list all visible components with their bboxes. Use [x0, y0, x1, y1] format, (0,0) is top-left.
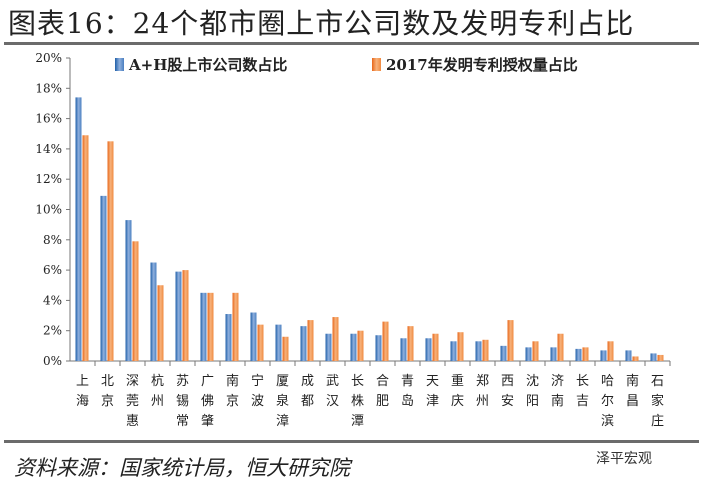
bar-listed-杭州	[150, 262, 157, 361]
bar-patent-宁波	[257, 324, 264, 361]
bar-listed-石家庄	[650, 353, 657, 361]
bar-listed-济南	[550, 347, 557, 361]
y-tick-label: 12%	[35, 172, 62, 186]
x-tick-label: 西安	[501, 374, 514, 409]
x-tick-label: 天津	[426, 374, 439, 409]
bar-chart: 0% 2% 4% 6% 8% 10% 12% 14% 16% 18% 20% 上海北京深莞惠杭州苏锡常…	[35, 51, 671, 429]
bar-listed-青岛	[400, 338, 407, 361]
x-tick-label: 宁波	[251, 373, 264, 409]
bar-patent-上海	[82, 135, 89, 361]
bar-patent-北京	[107, 141, 114, 361]
bar-listed-深莞惠	[125, 220, 132, 361]
bar-patent-石家庄	[657, 354, 664, 361]
bar-listed-上海	[75, 97, 82, 361]
x-tick-label: 南昌	[626, 373, 639, 409]
x-tick-label: 青岛	[401, 374, 414, 409]
bar-patent-武汉	[332, 317, 339, 361]
x-tick-label: 成都	[301, 374, 314, 409]
x-tick-label: 合肥	[376, 374, 389, 409]
bar-listed-北京	[100, 195, 107, 361]
y-tick-label: 0%	[43, 354, 62, 368]
legend-swatch	[115, 58, 124, 71]
title-divider	[4, 42, 699, 45]
source-note: 资料来源：国家统计局，恒大研究院	[14, 456, 350, 480]
legend-swatch	[372, 58, 381, 71]
bar-listed-郑州	[475, 341, 482, 361]
x-tick-label: 沈阳	[526, 374, 539, 409]
x-tick-label: 厦泉漳	[276, 374, 289, 429]
y-tick-label: 20%	[35, 51, 62, 65]
bar-patent-杭州	[157, 285, 164, 361]
bar-listed-南京	[225, 314, 232, 361]
y-tick-label: 4%	[43, 293, 62, 307]
bar-patent-哈尔滨	[607, 341, 614, 361]
y-tick-label: 14%	[35, 142, 62, 156]
legend-label: A+H股上市公司数占比	[128, 56, 287, 74]
bar-listed-西安	[500, 345, 507, 361]
bar-patent-西安	[507, 320, 514, 361]
bar-patent-青岛	[407, 326, 414, 361]
y-tick-label: 6%	[43, 263, 62, 277]
bar-patent-合肥	[382, 321, 389, 361]
x-tick-label: 石家庄	[651, 374, 664, 429]
x-tick-label: 长株潭	[351, 374, 364, 429]
bar-patent-长吉	[582, 347, 589, 361]
bar-patent-南京	[232, 292, 239, 361]
bar-listed-重庆	[450, 341, 457, 361]
bar-patent-济南	[557, 333, 564, 361]
x-tick-label: 北京	[101, 374, 114, 409]
bar-patent-深莞惠	[132, 241, 139, 361]
bar-listed-武汉	[325, 333, 332, 361]
bar-patent-苏锡常	[182, 270, 189, 361]
bar-patent-南昌	[632, 356, 639, 361]
bar-listed-厦泉漳	[275, 324, 282, 361]
bar-listed-广佛肇	[200, 292, 207, 361]
x-tick-label: 重庆	[451, 373, 464, 409]
bar-listed-宁波	[250, 312, 257, 361]
chart-title: 图表16：24个都市圈上市公司数及发明专利占比	[8, 7, 635, 40]
bar-patent-郑州	[482, 339, 489, 361]
bar-listed-沈阳	[525, 347, 532, 361]
bar-listed-苏锡常	[175, 271, 182, 361]
bar-listed-天津	[425, 338, 432, 361]
y-tick-label: 8%	[43, 233, 62, 247]
x-tick-label: 广佛肇	[201, 374, 214, 429]
watermark: 泽平宏观	[596, 451, 652, 467]
bar-patent-厦泉漳	[282, 336, 289, 361]
x-tick-label: 济南	[551, 374, 564, 409]
x-tick-label: 郑州	[476, 374, 489, 409]
x-tick-label: 南京	[226, 373, 239, 409]
bar-listed-长吉	[575, 348, 582, 361]
x-tick-label: 武汉	[326, 374, 339, 409]
y-tick-label: 16%	[35, 112, 62, 126]
bar-listed-长株潭	[350, 333, 357, 361]
x-tick-label: 杭州	[151, 374, 164, 409]
bar-patent-天津	[432, 333, 439, 361]
bar-listed-南昌	[625, 350, 632, 361]
x-tick-label: 上海	[76, 374, 89, 409]
bar-patent-沈阳	[532, 341, 539, 361]
source-divider	[4, 440, 699, 443]
bar-patent-成都	[307, 320, 314, 361]
x-tick-label: 深莞惠	[126, 374, 139, 429]
x-tick-label: 哈尔滨	[601, 374, 614, 429]
legend-label: 2017年发明专利授权量占比	[386, 56, 578, 74]
y-tick-label: 10%	[35, 203, 62, 217]
bar-listed-成都	[300, 326, 307, 361]
bar-listed-合肥	[375, 335, 382, 361]
y-tick-label: 18%	[35, 81, 62, 95]
bar-patent-重庆	[457, 332, 464, 361]
bar-patent-长株潭	[357, 330, 364, 361]
bar-patent-广佛肇	[207, 292, 214, 361]
bar-listed-哈尔滨	[600, 350, 607, 361]
y-tick-label: 2%	[43, 324, 62, 338]
x-tick-label: 苏锡常	[176, 373, 189, 429]
x-tick-label: 长吉	[576, 374, 589, 409]
